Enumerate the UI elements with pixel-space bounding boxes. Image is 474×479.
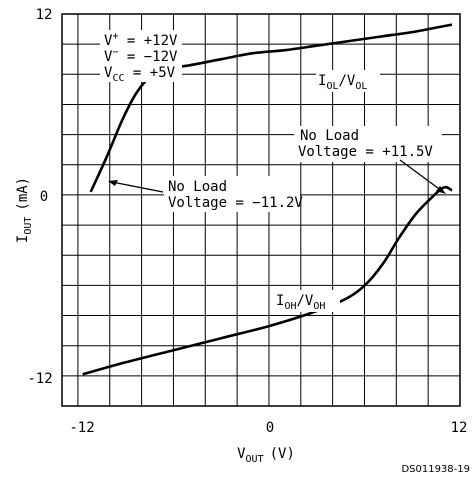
y-tick-label: -12	[27, 371, 52, 387]
series-iol-vol	[89, 23, 453, 193]
ioh-label-bg	[274, 290, 340, 312]
no-load-right-arrow	[399, 159, 443, 192]
x-tick-label: 12	[451, 420, 468, 436]
supply-annotation-bg	[100, 30, 182, 82]
plot-frame	[61, 13, 461, 407]
no-load-right-line1: No Load	[300, 128, 359, 144]
x-tick-label: 0	[266, 420, 274, 436]
supply-vplus: V+ = +12V	[104, 31, 178, 49]
no-load-left-bg	[164, 176, 300, 212]
x-axis-label: VOUT (V)	[237, 446, 295, 465]
document-id: DS011938-19	[401, 464, 470, 475]
no-load-left-arrowhead	[108, 180, 118, 186]
no-load-left-line1: No Load	[168, 179, 227, 195]
supply-vcc: VCC = +5V	[104, 65, 176, 84]
chart-grid	[62, 14, 460, 406]
series-ioh-voh	[82, 185, 453, 376]
y-tick-label: 0	[40, 189, 48, 205]
no-load-left-line2: Voltage = −11.2V	[168, 195, 303, 211]
x-tick-label: -12	[69, 420, 94, 436]
iol-label-bg	[316, 70, 380, 92]
y-axis-label: IOUT(mA)	[15, 177, 34, 243]
no-load-right-line2: Voltage = +11.5V	[298, 144, 433, 160]
series-label-ioh-voh: IOH/VOH	[276, 293, 325, 312]
no-load-right-bg	[294, 126, 442, 162]
series-label-iol-vol: IOL/VOL	[318, 73, 367, 92]
no-load-right-arrowhead	[436, 186, 446, 194]
supply-vminus: V− = −12V	[104, 47, 178, 65]
y-tick-label: 12	[36, 7, 53, 23]
no-load-left-arrow	[111, 181, 164, 193]
